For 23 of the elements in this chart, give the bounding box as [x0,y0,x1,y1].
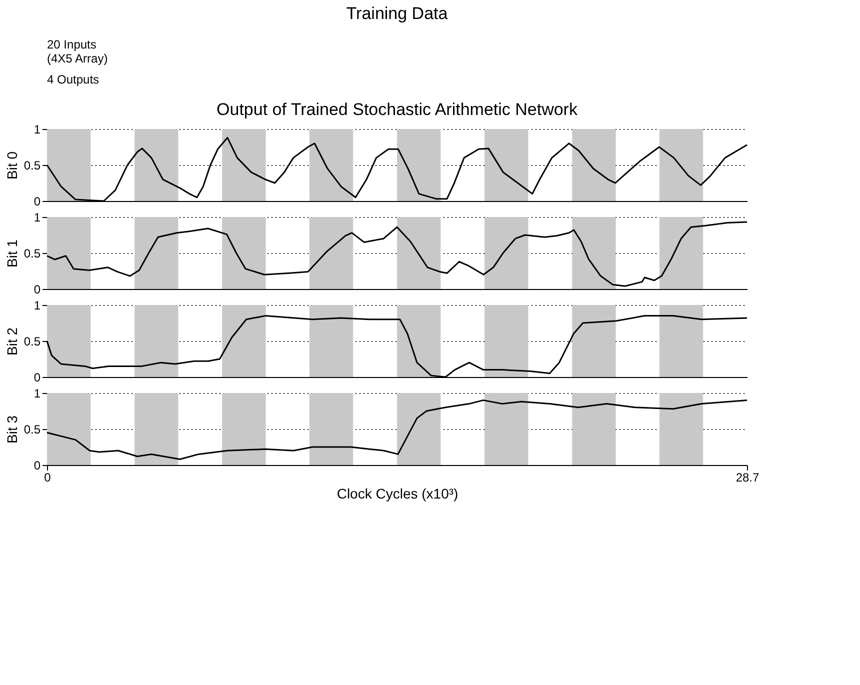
y-tick-label: 1 [34,386,41,400]
x-axis-title: Clock Cycles (x10³) [336,486,458,502]
y-axis-title: Bit 3 [4,415,20,444]
y-axis-title: Bit 0 [4,151,20,180]
y-tick-label: 0 [34,458,41,472]
chart-title: Output of Trained Stochastic Arithmetic Network [216,100,578,119]
y-tick-label: 0.5 [24,158,41,172]
y-tick-label: 1 [34,210,41,224]
y-tick-label: 0.5 [24,246,41,260]
text: Training Data [346,4,448,23]
y-tick-label: 1 [34,122,41,136]
x-tick-label: 28.7 [736,470,760,484]
y-tick-label: 0 [34,194,41,208]
y-tick-label: 0 [34,370,41,384]
y-tick-label: 0.5 [24,422,41,436]
text: 4 Outputs [47,72,100,86]
y-axis-title: Bit 2 [4,327,20,356]
line-series [46,399,748,460]
y-tick-label: 1 [34,298,41,312]
y-tick-label: 0 [34,282,41,296]
text: 20 Inputs (4X5 Array) [47,38,108,66]
y-tick-label: 0.5 [24,334,41,348]
y-axis-title: Bit 1 [4,239,20,268]
